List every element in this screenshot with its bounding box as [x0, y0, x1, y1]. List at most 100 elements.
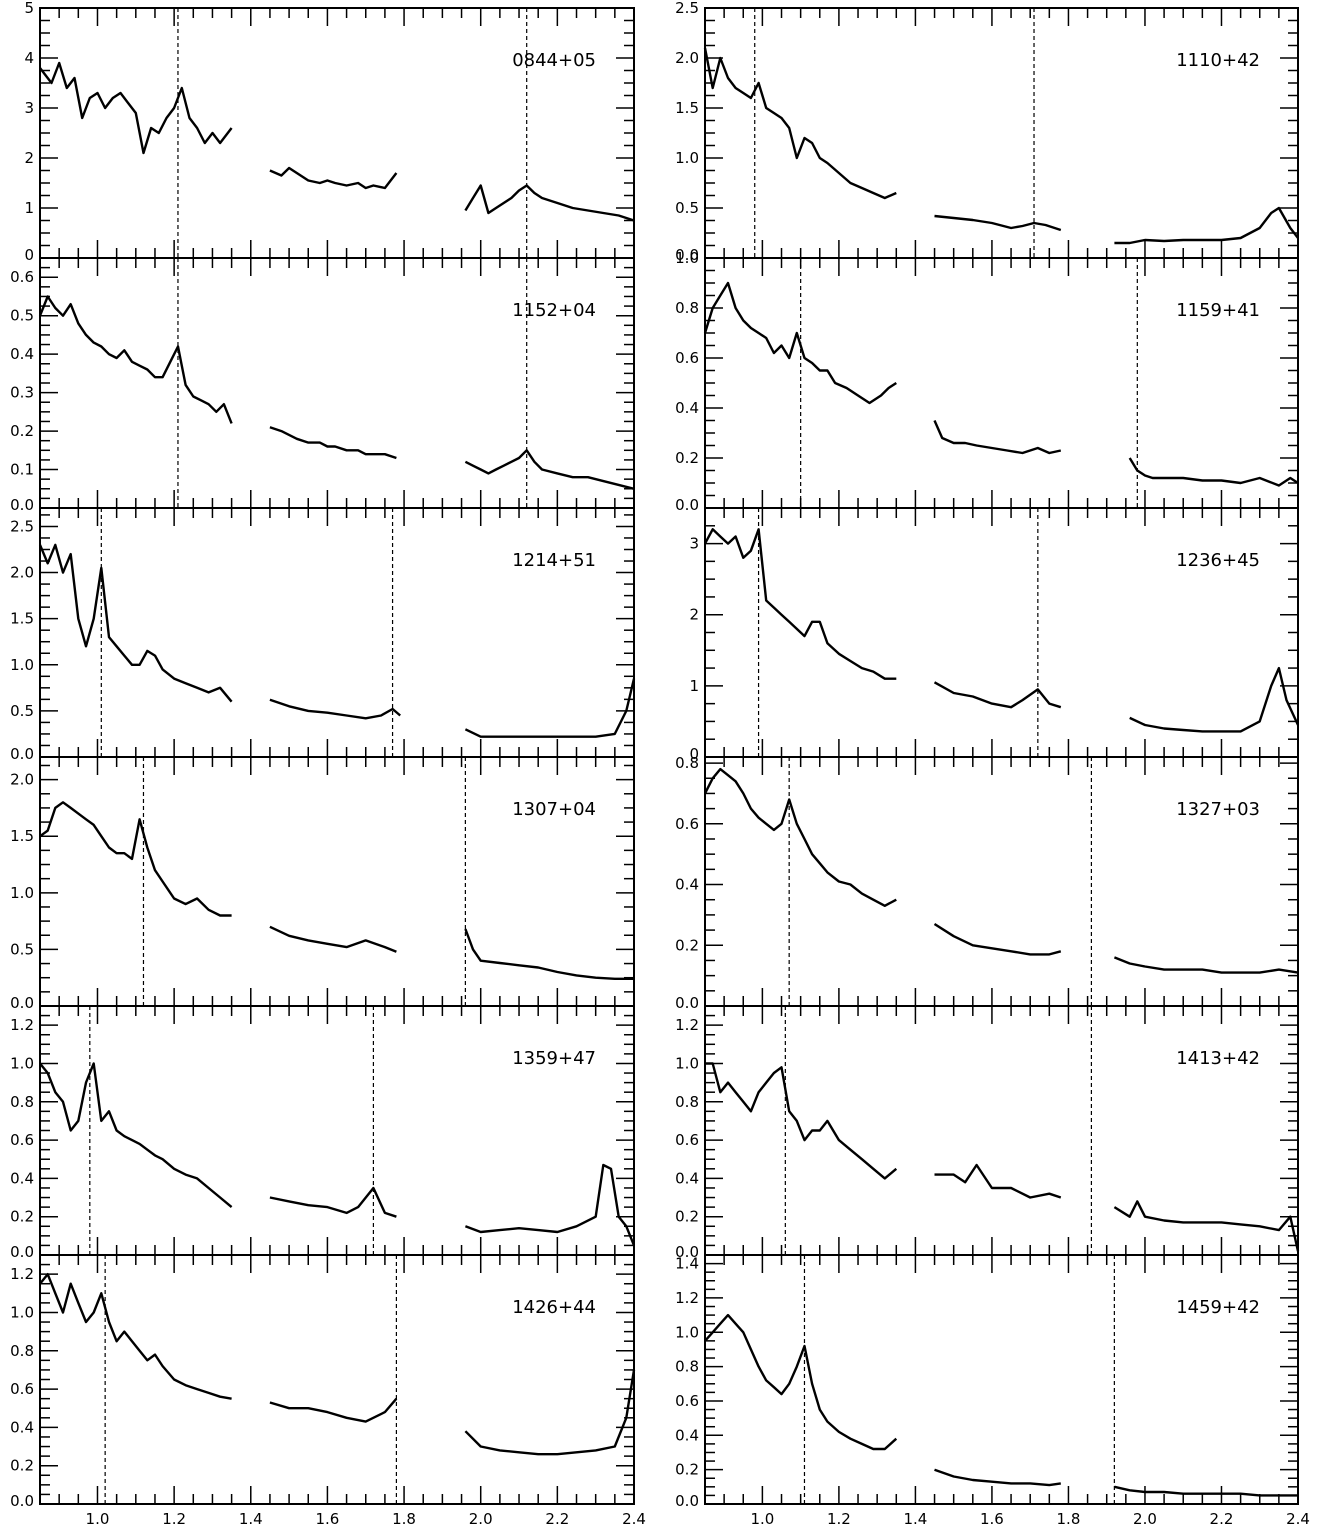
- x-tick-label: 1.4: [239, 1510, 263, 1528]
- y-tick-label: 0.3: [10, 384, 34, 402]
- y-tick-label: 0.2: [10, 1457, 34, 1475]
- y-tick-label: 0.2: [675, 1461, 699, 1479]
- y-tick-label: 1.0: [10, 1054, 34, 1072]
- y-tick-label: 0.0: [675, 1243, 699, 1261]
- spectrum-segment-2: [934, 214, 1062, 232]
- y-tick-label: 1.5: [10, 827, 34, 845]
- panel-1359+47: 0.0 0.2 0.4 0.6 0.8 1.0 1.2 1359+47: [10, 1005, 636, 1261]
- object-label: 0844+05: [512, 50, 596, 71]
- spectrum-segment-2: [933, 922, 1062, 956]
- spectrum-segment-2: [269, 925, 397, 953]
- y-tick-label: 0.0: [10, 745, 34, 763]
- y-tick-label: 0.0: [10, 1243, 34, 1261]
- y-tick-label: 3: [24, 99, 34, 117]
- spectrum-segment-2: [934, 1468, 1061, 1487]
- y-tick-label: 1.2: [675, 1016, 699, 1034]
- x-tick-label: 1.8: [392, 1510, 416, 1528]
- y-tick-label: 1.5: [10, 610, 34, 628]
- spectrum-segment-1: [704, 1313, 898, 1451]
- y-tick-label: 0: [24, 246, 34, 264]
- x-tick-label: 1.6: [315, 1510, 339, 1528]
- y-tick-label: 0.4: [675, 1426, 699, 1444]
- panel-0844+05: 0 1 2 3 4 5 0844+05: [24, 0, 635, 264]
- y-tick-label: 1: [689, 677, 699, 695]
- panel-1413+42: 0.0 0.2 0.4 0.6 0.8 1.0 1.2 1413+42: [675, 1005, 1300, 1261]
- y-tick-label: 3: [689, 535, 699, 553]
- y-tick-label: 0.0: [10, 496, 34, 514]
- panel-frame: [39, 1254, 635, 1505]
- spectrum-segment-3: [1114, 1485, 1298, 1497]
- y-tick-label: 2.5: [675, 0, 699, 17]
- x-tick-label: 2.2: [1210, 1510, 1234, 1528]
- spectrum-segment-3: [1129, 666, 1300, 733]
- x-tick-label: 1.2: [827, 1510, 851, 1528]
- spectrum-segment-3: [464, 1369, 636, 1456]
- y-tick-label: 2: [689, 606, 699, 624]
- spectrum-segment-1: [703, 281, 897, 405]
- spectrum-segment-3: [464, 184, 635, 222]
- y-tick-label: 1.0: [10, 884, 34, 902]
- y-tick-label: 1.0: [675, 149, 699, 167]
- spectrum-segment-2: [934, 1163, 1062, 1199]
- y-tick-label: 0.6: [675, 1131, 699, 1149]
- y-tick-label: 1.0: [10, 1303, 34, 1321]
- spectrum-segment-3: [464, 1163, 636, 1246]
- y-tick-label: 0.6: [10, 268, 34, 286]
- spectrum-segment-1: [703, 47, 897, 200]
- y-tick-label: 0.2: [675, 449, 699, 467]
- y-tick-label: 0.0: [675, 246, 699, 264]
- y-tick-label: 0.5: [10, 940, 34, 958]
- y-tick-label: 1.0: [10, 656, 34, 674]
- y-tick-label: 0.8: [675, 1093, 699, 1111]
- spectrum-segment-2: [269, 698, 401, 720]
- panel-frame: [704, 1254, 1299, 1505]
- y-tick-label: 0.2: [10, 422, 34, 440]
- x-tick-label: 2.4: [1286, 1510, 1310, 1528]
- object-label: 1459+42: [1176, 1297, 1260, 1318]
- y-tick-label: 0.6: [675, 1392, 699, 1410]
- y-tick-label: 0.2: [675, 1208, 699, 1226]
- y-tick-label: 2.0: [675, 49, 699, 67]
- y-tick-label: 0.8: [675, 1358, 699, 1376]
- spectrum-segment-1: [38, 295, 233, 424]
- y-tick-label: 0.1: [10, 461, 34, 479]
- panel-1236+45: 0 1 2 3 1236+45: [689, 507, 1300, 763]
- spectrum-segment-3: [1113, 1200, 1300, 1252]
- y-tick-label: 1.0: [675, 1054, 699, 1072]
- y-tick-label: 4: [24, 49, 34, 67]
- panel-1307+04: 0.0 0.5 1.0 1.5 2.0 1307+04: [10, 756, 635, 1012]
- spectrum-segment-1: [38, 543, 233, 703]
- y-tick-label: 1.5: [675, 99, 699, 117]
- spectrum-segment-1: [39, 1062, 233, 1209]
- object-label: 1359+47: [512, 1048, 596, 1069]
- x-tick-label: 2.0: [1133, 1510, 1157, 1528]
- y-tick-label: 0.8: [675, 299, 699, 317]
- spectrum-segment-1: [703, 528, 897, 680]
- x-tick-label: 2.2: [545, 1510, 569, 1528]
- x-tick-label: 1.0: [86, 1510, 110, 1528]
- panel-1152+04: 0.0 0.1 0.2 0.3 0.4 0.5 0.6 1152+04: [10, 257, 635, 514]
- panel-1426+44: 0.0 0.2 0.4 0.6 0.8 1.0 1.2 1426+44: [10, 1254, 636, 1510]
- y-tick-label: 0.0: [675, 1492, 699, 1510]
- y-tick-label: 0.8: [10, 1093, 34, 1111]
- spectrum-segment-2: [269, 1397, 398, 1423]
- spectrum-segment-2: [933, 420, 1062, 455]
- y-tick-label: 1.2: [10, 1265, 34, 1283]
- panel-frame: [704, 1005, 1299, 1256]
- spectrum-segment-1: [39, 61, 233, 155]
- y-tick-label: 0.8: [10, 1342, 34, 1360]
- spectrum-segment-1: [705, 1062, 898, 1180]
- y-tick-label: 0: [689, 745, 699, 763]
- object-label: 1159+41: [1176, 300, 1260, 321]
- y-tick-label: 0.0: [10, 1492, 34, 1510]
- panel-frame: [704, 7, 1299, 259]
- object-label: 1426+44: [512, 1297, 596, 1318]
- object-label: 1327+03: [1176, 799, 1260, 820]
- y-tick-label: 0.4: [675, 1169, 699, 1187]
- y-tick-label: 0.8: [675, 754, 699, 772]
- y-tick-label: 1: [24, 199, 34, 217]
- y-tick-label: 2.0: [10, 564, 34, 582]
- y-tick-label: 2.5: [10, 517, 34, 535]
